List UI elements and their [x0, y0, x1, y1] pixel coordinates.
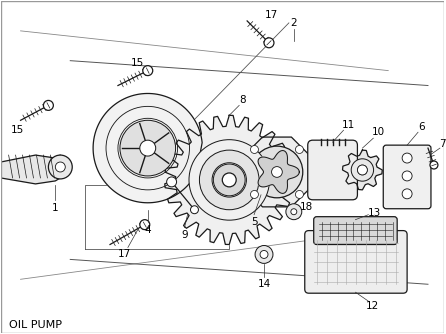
Text: 12: 12 [366, 301, 379, 311]
Circle shape [43, 101, 54, 110]
Circle shape [430, 161, 438, 169]
Text: 15: 15 [131, 58, 145, 68]
FancyBboxPatch shape [383, 145, 431, 209]
Circle shape [55, 162, 65, 172]
Circle shape [291, 209, 297, 215]
Text: 8: 8 [239, 96, 245, 106]
Text: 10: 10 [372, 127, 385, 137]
Circle shape [213, 164, 245, 196]
Circle shape [357, 165, 368, 175]
Text: 9: 9 [181, 229, 188, 239]
Circle shape [272, 167, 282, 177]
Circle shape [351, 159, 374, 181]
Polygon shape [93, 94, 202, 203]
Circle shape [251, 146, 258, 153]
Polygon shape [242, 137, 312, 207]
Circle shape [143, 66, 153, 75]
Circle shape [402, 171, 412, 181]
Circle shape [49, 155, 72, 179]
Polygon shape [165, 115, 294, 244]
Circle shape [264, 38, 274, 48]
Circle shape [295, 190, 303, 198]
Text: 18: 18 [300, 202, 314, 212]
Text: 7: 7 [440, 139, 446, 149]
Circle shape [167, 177, 177, 187]
Text: 5: 5 [251, 217, 257, 227]
Text: 17: 17 [264, 10, 277, 20]
Circle shape [286, 204, 302, 220]
Circle shape [255, 245, 273, 264]
Text: 14: 14 [257, 279, 271, 289]
Circle shape [212, 163, 246, 197]
Circle shape [358, 165, 367, 175]
Circle shape [189, 140, 269, 220]
Text: 1: 1 [52, 203, 59, 213]
Polygon shape [343, 150, 382, 190]
Text: 17: 17 [118, 249, 132, 260]
Circle shape [260, 250, 268, 259]
Circle shape [222, 173, 236, 187]
Text: 2: 2 [290, 18, 297, 28]
FancyBboxPatch shape [308, 140, 357, 200]
FancyBboxPatch shape [305, 230, 407, 293]
Circle shape [140, 220, 150, 229]
Text: 4: 4 [145, 224, 151, 234]
Circle shape [199, 150, 259, 210]
Circle shape [190, 206, 198, 214]
Circle shape [251, 146, 303, 198]
Text: 6: 6 [419, 122, 425, 132]
Text: OIL PUMP: OIL PUMP [8, 320, 62, 330]
FancyBboxPatch shape [314, 217, 397, 244]
Circle shape [402, 189, 412, 199]
Text: 11: 11 [342, 120, 355, 130]
Text: 15: 15 [11, 125, 24, 135]
Circle shape [140, 140, 156, 156]
Text: 13: 13 [368, 208, 381, 218]
Polygon shape [1, 155, 60, 184]
Circle shape [402, 153, 412, 163]
Circle shape [120, 120, 176, 176]
Circle shape [251, 190, 258, 198]
Circle shape [295, 146, 303, 153]
Polygon shape [258, 151, 299, 193]
